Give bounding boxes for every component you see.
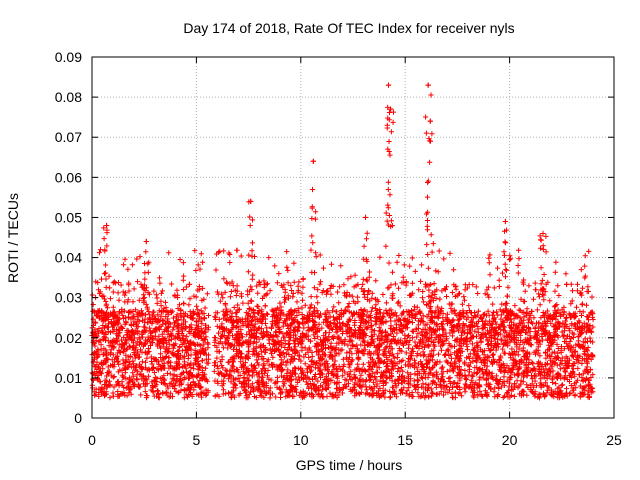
chart-title: Day 174 of 2018, Rate Of TEC Index for r… <box>183 20 514 36</box>
x-axis-label: GPS time / hours <box>296 457 403 473</box>
peak-point <box>248 198 254 204</box>
roti-markers <box>89 82 596 401</box>
y-tick-label: 0.05 <box>55 209 82 225</box>
x-tick-label: 10 <box>293 432 309 448</box>
y-axis-ticks: 0 0.01 0.02 0.03 0.04 0.05 0.06 0.07 0.08 0.09 <box>55 49 614 426</box>
peak-point <box>387 106 394 112</box>
y-axis-label: ROTI / TECUs <box>5 193 21 283</box>
peak-point <box>104 222 110 229</box>
y-tick-label: 0.04 <box>55 250 82 266</box>
plot-frame <box>91 56 615 419</box>
y-tick-label: 0.01 <box>55 370 82 386</box>
y-tick-label: 0.09 <box>55 49 82 65</box>
x-tick-label: 5 <box>193 432 201 448</box>
y-tick-label: 0 <box>74 410 82 426</box>
peak-point <box>143 238 149 245</box>
y-tick-label: 0.06 <box>55 169 82 185</box>
data-points <box>89 82 596 401</box>
peak-point <box>310 158 316 164</box>
y-tick-label: 0.03 <box>55 290 82 306</box>
peak-point <box>385 82 392 88</box>
peak-point <box>540 230 546 237</box>
x-tick-label: 25 <box>606 432 622 448</box>
y-tick-label: 0.07 <box>55 129 82 145</box>
y-tick-label: 0.08 <box>55 89 82 105</box>
x-tick-label: 20 <box>502 432 518 448</box>
x-tick-label: 0 <box>88 432 96 448</box>
peak-point <box>425 82 431 88</box>
peak-point <box>427 118 433 124</box>
y-tick-label: 0.02 <box>55 330 82 346</box>
x-axis-ticks: 0 5 10 15 20 25 <box>88 57 622 448</box>
x-tick-label: 15 <box>397 432 413 448</box>
peak-point <box>502 218 509 225</box>
peak-point <box>362 214 369 221</box>
